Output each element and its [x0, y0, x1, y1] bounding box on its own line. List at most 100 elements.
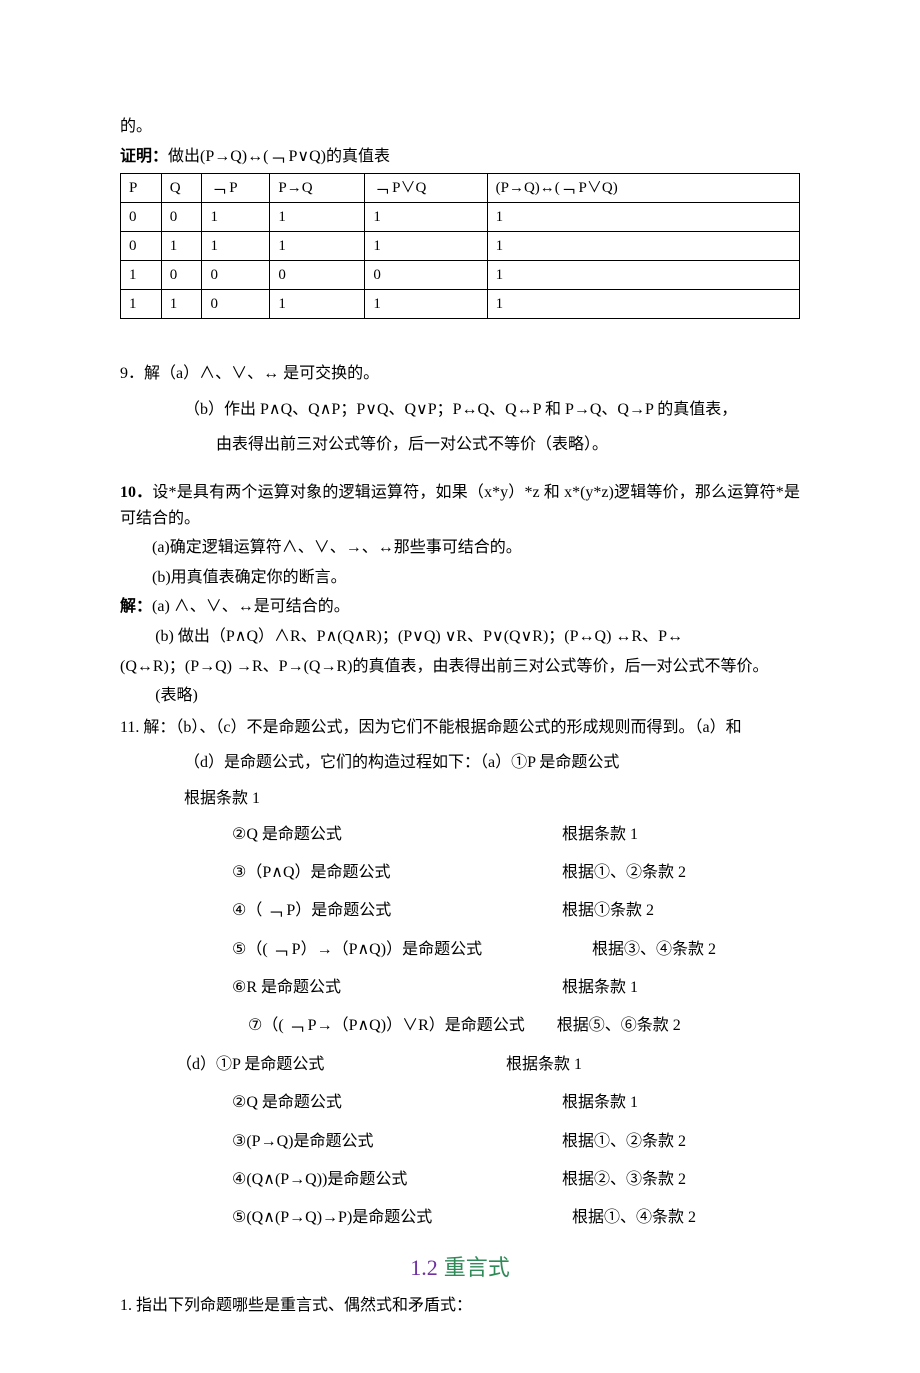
- step-right: 根据③、④条款 2: [592, 935, 800, 965]
- step-left: ⑥R 是命题公式: [120, 973, 562, 1003]
- td: 0: [270, 261, 365, 290]
- td: 1: [487, 203, 799, 232]
- th: (P→Q)↔(﹁ P∨Q): [487, 174, 799, 203]
- step-row: ④（ ﹁ P）是命题公式 根据①条款 2: [120, 896, 800, 926]
- th: P→Q: [270, 174, 365, 203]
- step-left: ④(Q∧(P→Q))是命题公式: [120, 1165, 562, 1195]
- q10-ans-b1: (b) 做出（P∧Q）∧R、P∧(Q∧R)；(P∨Q) ∨R、P∨(Q∨R)；(…: [120, 624, 800, 650]
- table-header-row: P Q ﹁ P P→Q ﹁ P∨Q (P→Q)↔(﹁ P∨Q): [121, 174, 800, 203]
- q10-ans-a: (a) ∧、∨、↔是可结合的。: [152, 598, 350, 615]
- step-right: 根据条款 1: [562, 1088, 800, 1118]
- td: 1: [365, 203, 487, 232]
- step-left: ②Q 是命题公式: [120, 1088, 562, 1118]
- q10-p1: 10．设*是具有两个运算对象的逻辑运算符，如果（x*y）*z 和 x*(y*z)…: [120, 480, 800, 531]
- step-left: ⑤（( ﹁ P）→（P∧Q)）是命题公式: [120, 935, 592, 965]
- q9-b1: （b）作出 P∧Q、Q∧P；P∨Q、Q∨P；P↔Q、Q↔P 和 P→Q、Q→P …: [120, 397, 800, 423]
- proof-label: 证明：: [120, 148, 168, 165]
- td: 1: [270, 203, 365, 232]
- intro-line1: 的。: [120, 114, 800, 140]
- step-left: ⑤(Q∧(P→Q)→P)是命题公式: [120, 1203, 572, 1233]
- step-row: ⑦（( ﹁ P→（P∧Q)）∨R）是命题公式 根据⑤、⑥条款 2: [120, 1011, 800, 1041]
- step-right: 根据②、③条款 2: [562, 1165, 800, 1195]
- step-left: ③（P∧Q）是命题公式: [120, 858, 562, 888]
- q10-num: 10．: [120, 484, 152, 501]
- td: 1: [161, 290, 202, 319]
- td: 0: [121, 232, 162, 261]
- step-right: 根据①、④条款 2: [572, 1203, 800, 1233]
- td: 0: [161, 261, 202, 290]
- step-right: 根据①、②条款 2: [562, 1127, 800, 1157]
- table-row: 0 1 1 1 1 1: [121, 232, 800, 261]
- td: 0: [202, 261, 270, 290]
- step-left: ⑦（( ﹁ P→（P∧Q)）∨R）是命题公式: [120, 1011, 525, 1041]
- q10-a: (a)确定逻辑运算符∧、∨、→、↔那些事可结合的。: [120, 535, 800, 561]
- q11-p3: 根据条款 1: [120, 786, 800, 812]
- td: 1: [270, 232, 365, 261]
- steps-a: ②Q 是命题公式 根据条款 1 ③（P∧Q）是命题公式 根据①、②条款 2 ④（…: [120, 820, 800, 1234]
- step-right: 根据条款 1: [506, 1050, 800, 1080]
- td: 0: [121, 203, 162, 232]
- q9-b2: 由表得出前三对公式等价，后一对公式不等价（表略）。: [120, 432, 800, 458]
- step-row: ③（P∧Q）是命题公式 根据①、②条款 2: [120, 858, 800, 888]
- q10-answer: 解：(a) ∧、∨、↔是可结合的。: [120, 594, 800, 620]
- step-row: ③(P→Q)是命题公式 根据①、②条款 2: [120, 1127, 800, 1157]
- step-row: ②Q 是命题公式 根据条款 1: [120, 820, 800, 850]
- td: 1: [487, 261, 799, 290]
- th: Q: [161, 174, 202, 203]
- intro-line2: 证明：做出(P→Q)↔(﹁ P∨Q)的真值表: [120, 144, 800, 170]
- q10-b: (b)用真值表确定你的断言。: [120, 565, 800, 591]
- table-row: 1 0 0 0 0 1: [121, 261, 800, 290]
- step-left: （d）①P 是命题公式: [120, 1050, 506, 1080]
- td: 1: [487, 290, 799, 319]
- step-row-d: （d）①P 是命题公式 根据条款 1: [120, 1050, 800, 1080]
- section-num: 1.2: [410, 1255, 438, 1280]
- td: 1: [365, 290, 487, 319]
- td: 1: [202, 232, 270, 261]
- d-label: （d）: [176, 1056, 216, 1073]
- step-right: 根据条款 1: [562, 820, 800, 850]
- step-right: 根据①、②条款 2: [562, 858, 800, 888]
- step-right: 根据条款 1: [562, 973, 800, 1003]
- table-row: 0 0 1 1 1 1: [121, 203, 800, 232]
- td: 1: [121, 261, 162, 290]
- spacer: [120, 343, 800, 357]
- q10-ans-b2: (Q↔R)；(P→Q) →R、P→(Q→R)的真值表，由表得出前三对公式等价，后…: [120, 654, 800, 680]
- q9-a: 9．解（a）∧、∨、↔ 是可交换的。: [120, 361, 800, 387]
- table-row: 1 1 0 1 1 1: [121, 290, 800, 319]
- section-title: 1.2 重言式: [120, 1250, 800, 1285]
- step-row: ⑥R 是命题公式 根据条款 1: [120, 973, 800, 1003]
- q1-2-text: 1. 指出下列命题哪些是重言式、偶然式和矛盾式：: [120, 1293, 800, 1319]
- td: 1: [121, 290, 162, 319]
- td: 1: [270, 290, 365, 319]
- step-left: ③(P→Q)是命题公式: [120, 1127, 562, 1157]
- step-left: ②Q 是命题公式: [120, 820, 562, 850]
- section-name: 重言式: [438, 1255, 510, 1280]
- step-right: 根据⑤、⑥条款 2: [525, 1011, 800, 1041]
- spacer: [120, 462, 800, 476]
- page: 的。 证明：做出(P→Q)↔(﹁ P∨Q)的真值表 P Q ﹁ P P→Q ﹁ …: [0, 0, 920, 1373]
- proof-text: 做出(P→Q)↔(﹁ P∨Q)的真值表: [168, 148, 390, 165]
- step-row: ②Q 是命题公式 根据条款 1: [120, 1088, 800, 1118]
- step-row: ⑤（( ﹁ P）→（P∧Q)）是命题公式 根据③、④条款 2: [120, 935, 800, 965]
- d-step1: ①P 是命题公式: [216, 1056, 324, 1073]
- step-row: ④(Q∧(P→Q))是命题公式 根据②、③条款 2: [120, 1165, 800, 1195]
- td: 1: [365, 232, 487, 261]
- td: 1: [487, 232, 799, 261]
- td: 0: [202, 290, 270, 319]
- q11-p1: 11. 解：（b）、（c）不是命题公式，因为它们不能根据命题公式的形成规则而得到…: [120, 715, 800, 741]
- step-row: ⑤(Q∧(P→Q)→P)是命题公式 根据①、④条款 2: [120, 1203, 800, 1233]
- q11-p2: （d）是命题公式，它们的构造过程如下：（a）①P 是命题公式: [120, 750, 800, 776]
- td: 0: [365, 261, 487, 290]
- td: 1: [202, 203, 270, 232]
- th: ﹁ P∨Q: [365, 174, 487, 203]
- ans-label: 解：: [120, 598, 152, 615]
- th: P: [121, 174, 162, 203]
- q10-ans-b3: (表略): [120, 683, 800, 709]
- q10-text: 设*是具有两个运算对象的逻辑运算符，如果（x*y）*z 和 x*(y*z)逻辑等…: [120, 484, 800, 527]
- step-right: 根据①条款 2: [562, 896, 800, 926]
- th: ﹁ P: [202, 174, 270, 203]
- td: 0: [161, 203, 202, 232]
- td: 1: [161, 232, 202, 261]
- truth-table: P Q ﹁ P P→Q ﹁ P∨Q (P→Q)↔(﹁ P∨Q) 0 0 1 1 …: [120, 173, 800, 319]
- step-left: ④（ ﹁ P）是命题公式: [120, 896, 562, 926]
